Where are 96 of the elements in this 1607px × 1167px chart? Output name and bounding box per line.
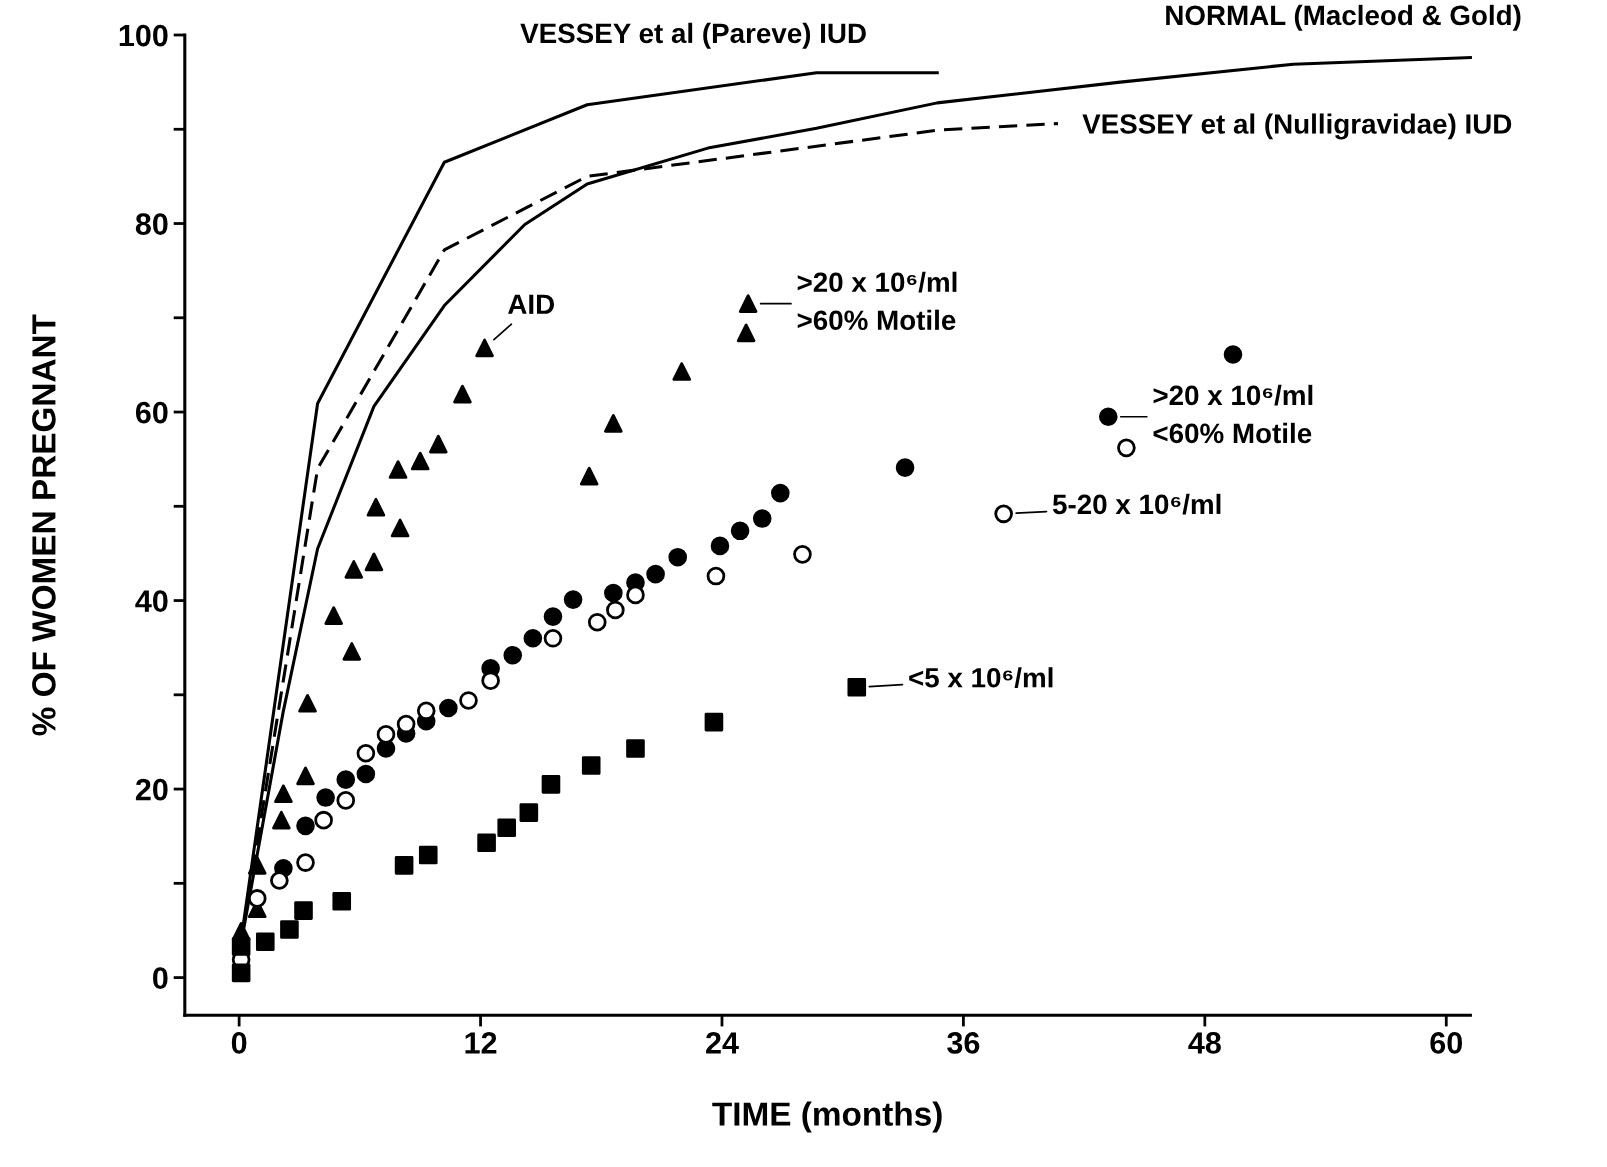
x-tick-label: 48 — [1188, 1032, 1221, 1054]
y-tick-label: 20 — [135, 778, 168, 801]
x-tick-label: 24 — [706, 1032, 739, 1054]
point — [453, 384, 472, 404]
point — [1117, 438, 1136, 458]
annotation: >20 x 10⁶/ml <60% Motile — [1153, 384, 1313, 444]
point — [231, 937, 251, 956]
x-axis-title: TIME (months) — [712, 1101, 942, 1133]
point — [672, 362, 692, 381]
point — [270, 871, 289, 890]
point — [296, 853, 315, 872]
point — [543, 628, 563, 648]
point — [298, 693, 317, 713]
point — [793, 545, 812, 564]
point — [475, 338, 494, 358]
point — [274, 784, 293, 804]
point — [342, 642, 362, 661]
point — [272, 810, 291, 830]
point — [418, 845, 438, 865]
point — [646, 564, 665, 584]
point — [710, 536, 730, 556]
point — [394, 856, 414, 875]
annotation: AID — [508, 294, 555, 314]
point — [752, 509, 772, 528]
point — [316, 788, 335, 807]
point — [704, 712, 724, 732]
annotation: VESSEY et al (Pareve) IUD — [520, 22, 866, 49]
x-tick-label: 36 — [947, 1032, 980, 1054]
point — [1223, 345, 1243, 364]
point — [579, 466, 599, 486]
point — [543, 607, 563, 626]
point — [416, 701, 436, 721]
point — [336, 791, 356, 810]
point — [396, 714, 416, 734]
point — [294, 901, 313, 920]
point — [439, 698, 458, 718]
point — [604, 414, 623, 433]
y-tick-label: 0 — [153, 967, 168, 989]
point — [668, 547, 688, 567]
point — [247, 856, 267, 875]
point — [581, 756, 601, 775]
point — [280, 920, 299, 939]
point — [336, 770, 356, 789]
point — [314, 810, 333, 830]
x-tick-label: 12 — [465, 1032, 497, 1054]
point — [604, 583, 623, 603]
point — [324, 606, 343, 625]
point — [459, 691, 478, 710]
point — [231, 963, 251, 983]
annotation: VESSEY et al (Nulligravidae) IUD — [1082, 113, 1512, 140]
point — [429, 434, 448, 454]
point — [477, 833, 496, 853]
annotation: <5 x 10⁶/ml — [909, 667, 1053, 688]
point — [730, 521, 750, 541]
point — [388, 460, 408, 479]
annotation: 5-20 x 10⁶/ml — [1052, 493, 1221, 515]
point — [519, 803, 539, 822]
point — [895, 458, 915, 477]
y-axis-title: % OF WOMEN PREGNANT — [32, 314, 56, 736]
point — [366, 497, 386, 517]
point — [626, 739, 645, 758]
point — [497, 818, 517, 838]
x-tick-label: 0 — [231, 1032, 247, 1054]
point — [847, 677, 867, 697]
point — [376, 725, 396, 744]
point — [771, 483, 790, 503]
point — [1098, 407, 1118, 427]
point — [563, 590, 583, 609]
point — [364, 552, 384, 572]
point — [587, 612, 607, 632]
y-tick-label: 40 — [135, 590, 168, 612]
point — [503, 645, 523, 665]
point — [606, 600, 625, 620]
point — [706, 566, 726, 586]
point — [410, 451, 430, 471]
point — [738, 294, 758, 313]
x-tick-label: 60 — [1430, 1032, 1463, 1054]
annotation: >20 x 10⁶/ml >60% Motile — [797, 271, 957, 331]
point — [626, 585, 645, 605]
point — [356, 764, 376, 784]
point — [296, 766, 315, 786]
point — [332, 891, 352, 911]
point — [523, 628, 543, 648]
y-tick-label: 100 — [119, 24, 168, 47]
annotation: NORMAL (Macleod & Gold) — [1166, 4, 1521, 31]
point — [296, 816, 315, 836]
point — [390, 518, 410, 538]
point — [247, 889, 267, 908]
y-tick-label: 80 — [135, 213, 168, 235]
point — [541, 775, 561, 794]
point — [255, 932, 275, 952]
point — [994, 504, 1013, 524]
point — [344, 560, 364, 579]
y-tick-label: 60 — [135, 401, 168, 424]
point — [356, 743, 376, 763]
point — [736, 323, 756, 343]
